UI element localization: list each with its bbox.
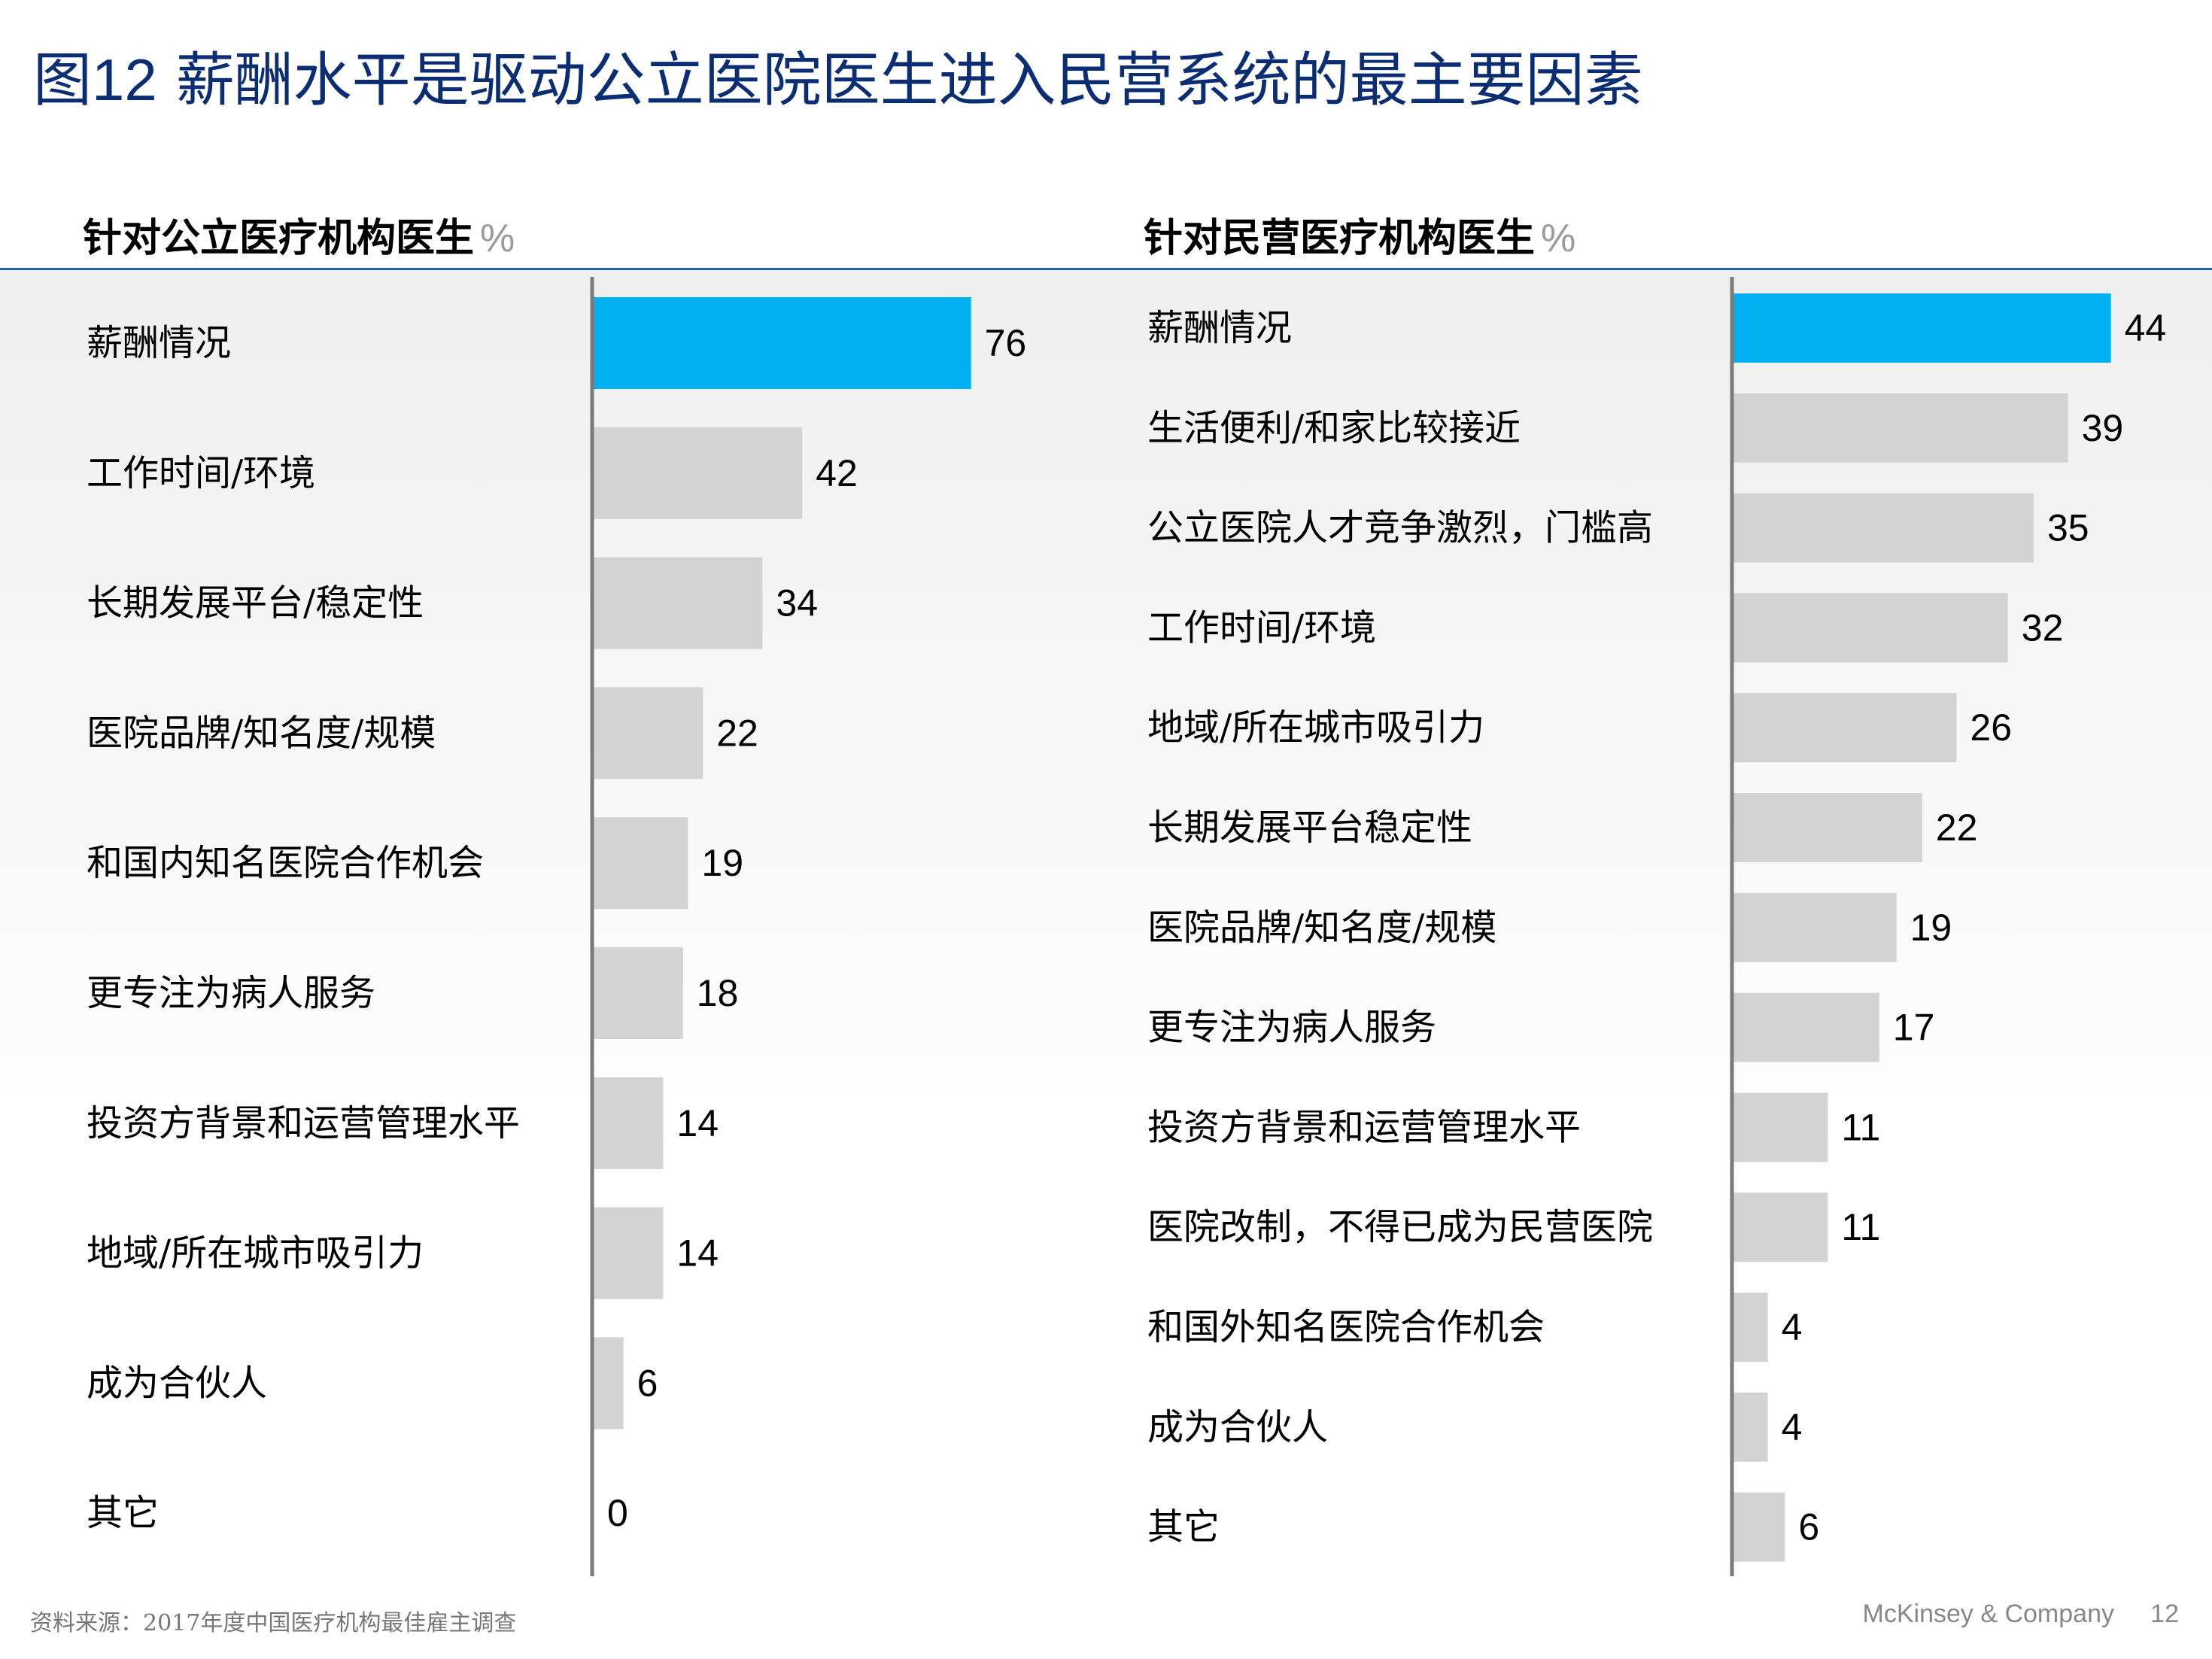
category-label: 工作时间/环境 [87, 452, 315, 494]
bar [1733, 992, 1879, 1062]
data-label: 6 [637, 1362, 658, 1404]
category-label: 和国外知名医院合作机会 [1147, 1306, 1545, 1348]
data-label: 17 [1893, 1007, 1935, 1049]
bar [594, 427, 803, 519]
category-label: 生活便利/和家比较接近 [1147, 407, 1521, 449]
left-bar-chart: 薪酬情况 76 工作时间/环境 42 长期发展平台/稳定性 34 医院品牌/知名度/规模 22… [87, 277, 1026, 1576]
category-label: 医院品牌/知名度/规模 [87, 712, 436, 754]
category-label: 医院改制，不得已成为民营医院 [1147, 1206, 1653, 1248]
bar [594, 1077, 664, 1169]
data-label: 44 [2125, 307, 2167, 349]
data-label: 4 [1782, 1406, 1803, 1448]
bar [1733, 693, 1957, 763]
category-label: 薪酬情况 [87, 322, 231, 364]
data-label: 22 [716, 712, 758, 754]
left-panel-title-text: 针对公立医疗机构医生 [83, 215, 475, 261]
title-number: 12 [92, 47, 157, 113]
bar [1733, 892, 1897, 962]
data-label: 35 [2047, 507, 2089, 549]
bar [594, 557, 763, 649]
category-label: 更专注为病人服务 [87, 972, 375, 1014]
left-panel-unit: % [480, 217, 515, 260]
category-label: 成为合伙人 [87, 1362, 267, 1404]
bar [594, 817, 688, 910]
category-label: 地域/所在城市吸引力 [87, 1232, 424, 1275]
bar [594, 297, 971, 389]
source-note: 资料来源：2017年度中国医疗机构最佳雇主调查 [30, 1610, 517, 1636]
page-title: 图12 薪酬水平是驱动公立医院医生进入民营系统的最主要因素 [33, 27, 1643, 132]
bar [1733, 293, 2111, 363]
right-panel-unit: % [1541, 217, 1576, 260]
data-label: 32 [2022, 606, 2064, 649]
category-label: 投资方背景和运营管理水平 [1147, 1106, 1581, 1148]
bar [594, 1337, 624, 1430]
bar [1733, 1193, 1828, 1262]
bar [1733, 1092, 1828, 1162]
page-number: 12 [2150, 1600, 2179, 1628]
data-label: 76 [985, 322, 1027, 364]
category-label: 长期发展平台/稳定性 [87, 582, 424, 624]
bar [1733, 1293, 1768, 1362]
category-label: 薪酬情况 [1147, 307, 1292, 349]
header-rule [0, 268, 2212, 270]
bar [1733, 793, 1922, 862]
category-label: 和国内知名医院合作机会 [87, 842, 484, 884]
bar [1733, 1492, 1785, 1562]
data-label: 18 [697, 972, 739, 1014]
category-label: 医院品牌/知名度/规模 [1147, 907, 1496, 949]
bar [1733, 493, 2034, 563]
category-label: 更专注为病人服务 [1147, 1007, 1436, 1049]
data-label: 14 [676, 1102, 719, 1144]
data-label: 26 [1970, 706, 2012, 749]
category-label: 公立医院人才竞争激烈，门槛高 [1147, 507, 1653, 549]
bar [594, 1207, 664, 1299]
data-label: 11 [1841, 1106, 1880, 1148]
data-label: 0 [607, 1492, 628, 1534]
category-label: 投资方背景和运营管理水平 [87, 1102, 520, 1144]
bar [1733, 393, 2068, 463]
bar [1733, 593, 2008, 663]
data-label: 4 [1782, 1306, 1803, 1348]
category-label: 工作时间/环境 [1147, 606, 1376, 649]
data-label: 19 [1910, 907, 1952, 949]
right-panel-title-text: 针对民营医疗机构医生 [1144, 215, 1536, 261]
title-prefix: 图 [33, 47, 93, 114]
data-label: 42 [816, 452, 858, 494]
category-label: 长期发展平台稳定性 [1147, 807, 1472, 849]
data-label: 34 [776, 582, 818, 624]
category-label: 其它 [87, 1492, 159, 1534]
bar [1733, 1392, 1768, 1462]
data-label: 14 [676, 1232, 719, 1275]
category-label: 成为合伙人 [1147, 1406, 1328, 1448]
data-label: 39 [2082, 407, 2124, 449]
data-label: 19 [701, 842, 743, 884]
data-label: 6 [1798, 1506, 1819, 1548]
bar [594, 947, 683, 1039]
brand-label: McKinsey & Company [1862, 1600, 2114, 1628]
right-panel-title: 针对民营医疗机构医生% [1144, 205, 1575, 272]
category-label: 其它 [1147, 1506, 1220, 1548]
data-label: 22 [1936, 807, 1978, 849]
data-label: 11 [1841, 1206, 1880, 1248]
title-text: 薪酬水平是驱动公立医院医生进入民营系统的最主要因素 [175, 47, 1643, 114]
bar [594, 687, 703, 779]
left-panel-title: 针对公立医疗机构医生% [83, 205, 515, 272]
category-label: 地域/所在城市吸引力 [1147, 706, 1484, 749]
